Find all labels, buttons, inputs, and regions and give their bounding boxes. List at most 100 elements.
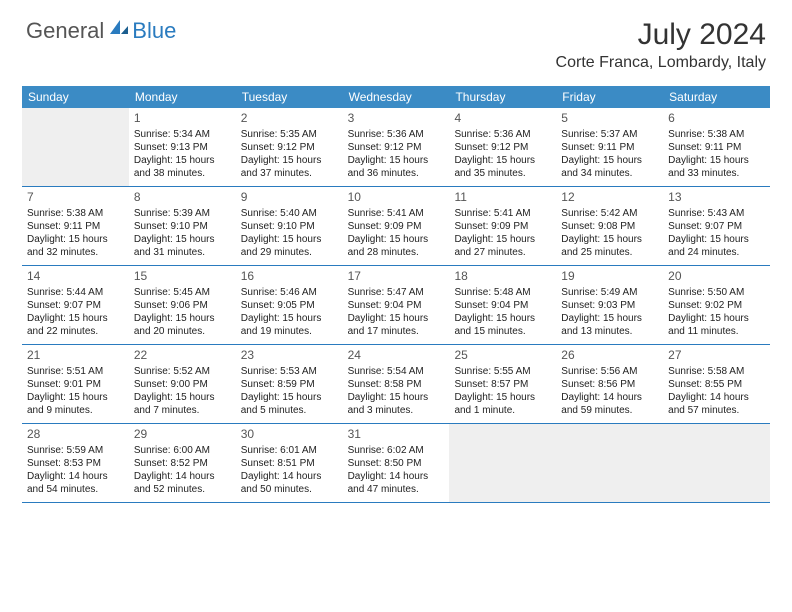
day-number: 5 <box>561 111 658 125</box>
day-info: Sunrise: 5:51 AMSunset: 9:01 PMDaylight:… <box>27 365 124 417</box>
sunset-text: Sunset: 9:05 PM <box>241 299 338 312</box>
daylight-text: and 31 minutes. <box>134 246 231 259</box>
day-info: Sunrise: 6:00 AMSunset: 8:52 PMDaylight:… <box>134 444 231 496</box>
daylight-text: Daylight: 15 hours <box>454 391 551 404</box>
day-cell: 26 Sunrise: 5:56 AMSunset: 8:56 PMDayligh… <box>556 345 663 423</box>
sunset-text: Sunset: 9:02 PM <box>668 299 765 312</box>
daylight-text: Daylight: 15 hours <box>27 312 124 325</box>
sunset-text: Sunset: 8:53 PM <box>27 457 124 470</box>
daylight-text: Daylight: 15 hours <box>241 233 338 246</box>
sunset-text: Sunset: 9:11 PM <box>27 220 124 233</box>
sunrise-text: Sunrise: 6:02 AM <box>348 444 445 457</box>
daylight-text: and 32 minutes. <box>27 246 124 259</box>
day-info: Sunrise: 5:40 AMSunset: 9:10 PMDaylight:… <box>241 207 338 259</box>
day-number: 21 <box>27 348 124 362</box>
daylight-text: Daylight: 15 hours <box>668 233 765 246</box>
calendar: SundayMondayTuesdayWednesdayThursdayFrid… <box>22 86 770 503</box>
daylight-text: Daylight: 15 hours <box>241 391 338 404</box>
day-number: 26 <box>561 348 658 362</box>
logo-text-blue: Blue <box>132 18 176 44</box>
sunrise-text: Sunrise: 5:55 AM <box>454 365 551 378</box>
sunset-text: Sunset: 9:13 PM <box>134 141 231 154</box>
daylight-text: Daylight: 14 hours <box>348 470 445 483</box>
day-cell: 1Sunrise: 5:34 AMSunset: 9:13 PMDaylight… <box>129 108 236 186</box>
sunrise-text: Sunrise: 5:54 AM <box>348 365 445 378</box>
sunrise-text: Sunrise: 5:45 AM <box>134 286 231 299</box>
day-cell: 5Sunrise: 5:37 AMSunset: 9:11 PMDaylight… <box>556 108 663 186</box>
sunset-text: Sunset: 9:03 PM <box>561 299 658 312</box>
day-cell: 30 Sunrise: 6:01 AMSunset: 8:51 PMDayligh… <box>236 424 343 502</box>
daylight-text: and 9 minutes. <box>27 404 124 417</box>
day-cell: 12Sunrise: 5:42 AMSunset: 9:08 PMDayligh… <box>556 187 663 265</box>
sunset-text: Sunset: 9:09 PM <box>454 220 551 233</box>
daylight-text: and 7 minutes. <box>134 404 231 417</box>
daylight-text: Daylight: 15 hours <box>348 233 445 246</box>
daylight-text: and 54 minutes. <box>27 483 124 496</box>
daylight-text: Daylight: 15 hours <box>134 391 231 404</box>
sunset-text: Sunset: 9:08 PM <box>561 220 658 233</box>
day-cell: 21 Sunrise: 5:51 AMSunset: 9:01 PMDayligh… <box>22 345 129 423</box>
day-cell: 9Sunrise: 5:40 AMSunset: 9:10 PMDaylight… <box>236 187 343 265</box>
day-info: Sunrise: 5:39 AMSunset: 9:10 PMDaylight:… <box>134 207 231 259</box>
day-info: Sunrise: 6:01 AMSunset: 8:51 PMDaylight:… <box>241 444 338 496</box>
daylight-text: Daylight: 15 hours <box>348 154 445 167</box>
weekday-label: Wednesday <box>343 86 450 108</box>
day-info: Sunrise: 5:59 AMSunset: 8:53 PMDaylight:… <box>27 444 124 496</box>
day-number: 23 <box>241 348 338 362</box>
sunset-text: Sunset: 9:11 PM <box>668 141 765 154</box>
sunset-text: Sunset: 9:01 PM <box>27 378 124 391</box>
daylight-text: and 29 minutes. <box>241 246 338 259</box>
sunset-text: Sunset: 8:58 PM <box>348 378 445 391</box>
day-cell: 31Sunrise: 6:02 AMSunset: 8:50 PMDayligh… <box>343 424 450 502</box>
day-number: 19 <box>561 269 658 283</box>
day-number: 15 <box>134 269 231 283</box>
week-row: 28Sunrise: 5:59 AMSunset: 8:53 PMDayligh… <box>22 424 770 503</box>
daylight-text: and 27 minutes. <box>454 246 551 259</box>
daylight-text: Daylight: 15 hours <box>454 154 551 167</box>
week-row: 7Sunrise: 5:38 AMSunset: 9:11 PMDaylight… <box>22 187 770 266</box>
day-number: 30 <box>241 427 338 441</box>
day-info: Sunrise: 5:36 AMSunset: 9:12 PMDaylight:… <box>454 128 551 180</box>
sunrise-text: Sunrise: 5:49 AM <box>561 286 658 299</box>
day-info: Sunrise: 5:54 AMSunset: 8:58 PMDaylight:… <box>348 365 445 417</box>
sunset-text: Sunset: 9:12 PM <box>241 141 338 154</box>
sunset-text: Sunset: 9:06 PM <box>134 299 231 312</box>
sunrise-text: Sunrise: 5:34 AM <box>134 128 231 141</box>
daylight-text: Daylight: 15 hours <box>668 312 765 325</box>
weekday-label: Tuesday <box>236 86 343 108</box>
day-cell: 24 Sunrise: 5:54 AMSunset: 8:58 PMDayligh… <box>343 345 450 423</box>
day-cell: 4Sunrise: 5:36 AMSunset: 9:12 PMDaylight… <box>449 108 556 186</box>
day-cell: 13Sunrise: 5:43 AMSunset: 9:07 PMDayligh… <box>663 187 770 265</box>
daylight-text: Daylight: 14 hours <box>241 470 338 483</box>
day-number: 6 <box>668 111 765 125</box>
sunrise-text: Sunrise: 5:38 AM <box>27 207 124 220</box>
day-info: Sunrise: 5:36 AMSunset: 9:12 PMDaylight:… <box>348 128 445 180</box>
sunrise-text: Sunrise: 5:36 AM <box>454 128 551 141</box>
sunrise-text: Sunrise: 5:51 AM <box>27 365 124 378</box>
sunset-text: Sunset: 8:52 PM <box>134 457 231 470</box>
daylight-text: and 3 minutes. <box>348 404 445 417</box>
sunrise-text: Sunrise: 5:36 AM <box>348 128 445 141</box>
daylight-text: Daylight: 15 hours <box>134 312 231 325</box>
day-number: 24 <box>348 348 445 362</box>
daylight-text: and 19 minutes. <box>241 325 338 338</box>
sunrise-text: Sunrise: 5:41 AM <box>348 207 445 220</box>
sunrise-text: Sunrise: 5:37 AM <box>561 128 658 141</box>
weekday-label: Friday <box>556 86 663 108</box>
day-cell: 17Sunrise: 5:47 AMSunset: 9:04 PMDayligh… <box>343 266 450 344</box>
sunrise-text: Sunrise: 5:59 AM <box>27 444 124 457</box>
day-cell: 28Sunrise: 5:59 AMSunset: 8:53 PMDayligh… <box>22 424 129 502</box>
daylight-text: and 22 minutes. <box>27 325 124 338</box>
daylight-text: and 57 minutes. <box>668 404 765 417</box>
location: Corte Franca, Lombardy, Italy <box>556 54 766 72</box>
day-cell: 11Sunrise: 5:41 AMSunset: 9:09 PMDayligh… <box>449 187 556 265</box>
sunrise-text: Sunrise: 6:00 AM <box>134 444 231 457</box>
day-info: Sunrise: 5:50 AMSunset: 9:02 PMDaylight:… <box>668 286 765 338</box>
day-number: 11 <box>454 190 551 204</box>
sail-icon <box>108 18 130 41</box>
day-info: Sunrise: 5:56 AMSunset: 8:56 PMDaylight:… <box>561 365 658 417</box>
day-info: Sunrise: 5:58 AMSunset: 8:55 PMDaylight:… <box>668 365 765 417</box>
day-cell: 8Sunrise: 5:39 AMSunset: 9:10 PMDaylight… <box>129 187 236 265</box>
day-cell: 3Sunrise: 5:36 AMSunset: 9:12 PMDaylight… <box>343 108 450 186</box>
sunset-text: Sunset: 9:04 PM <box>454 299 551 312</box>
